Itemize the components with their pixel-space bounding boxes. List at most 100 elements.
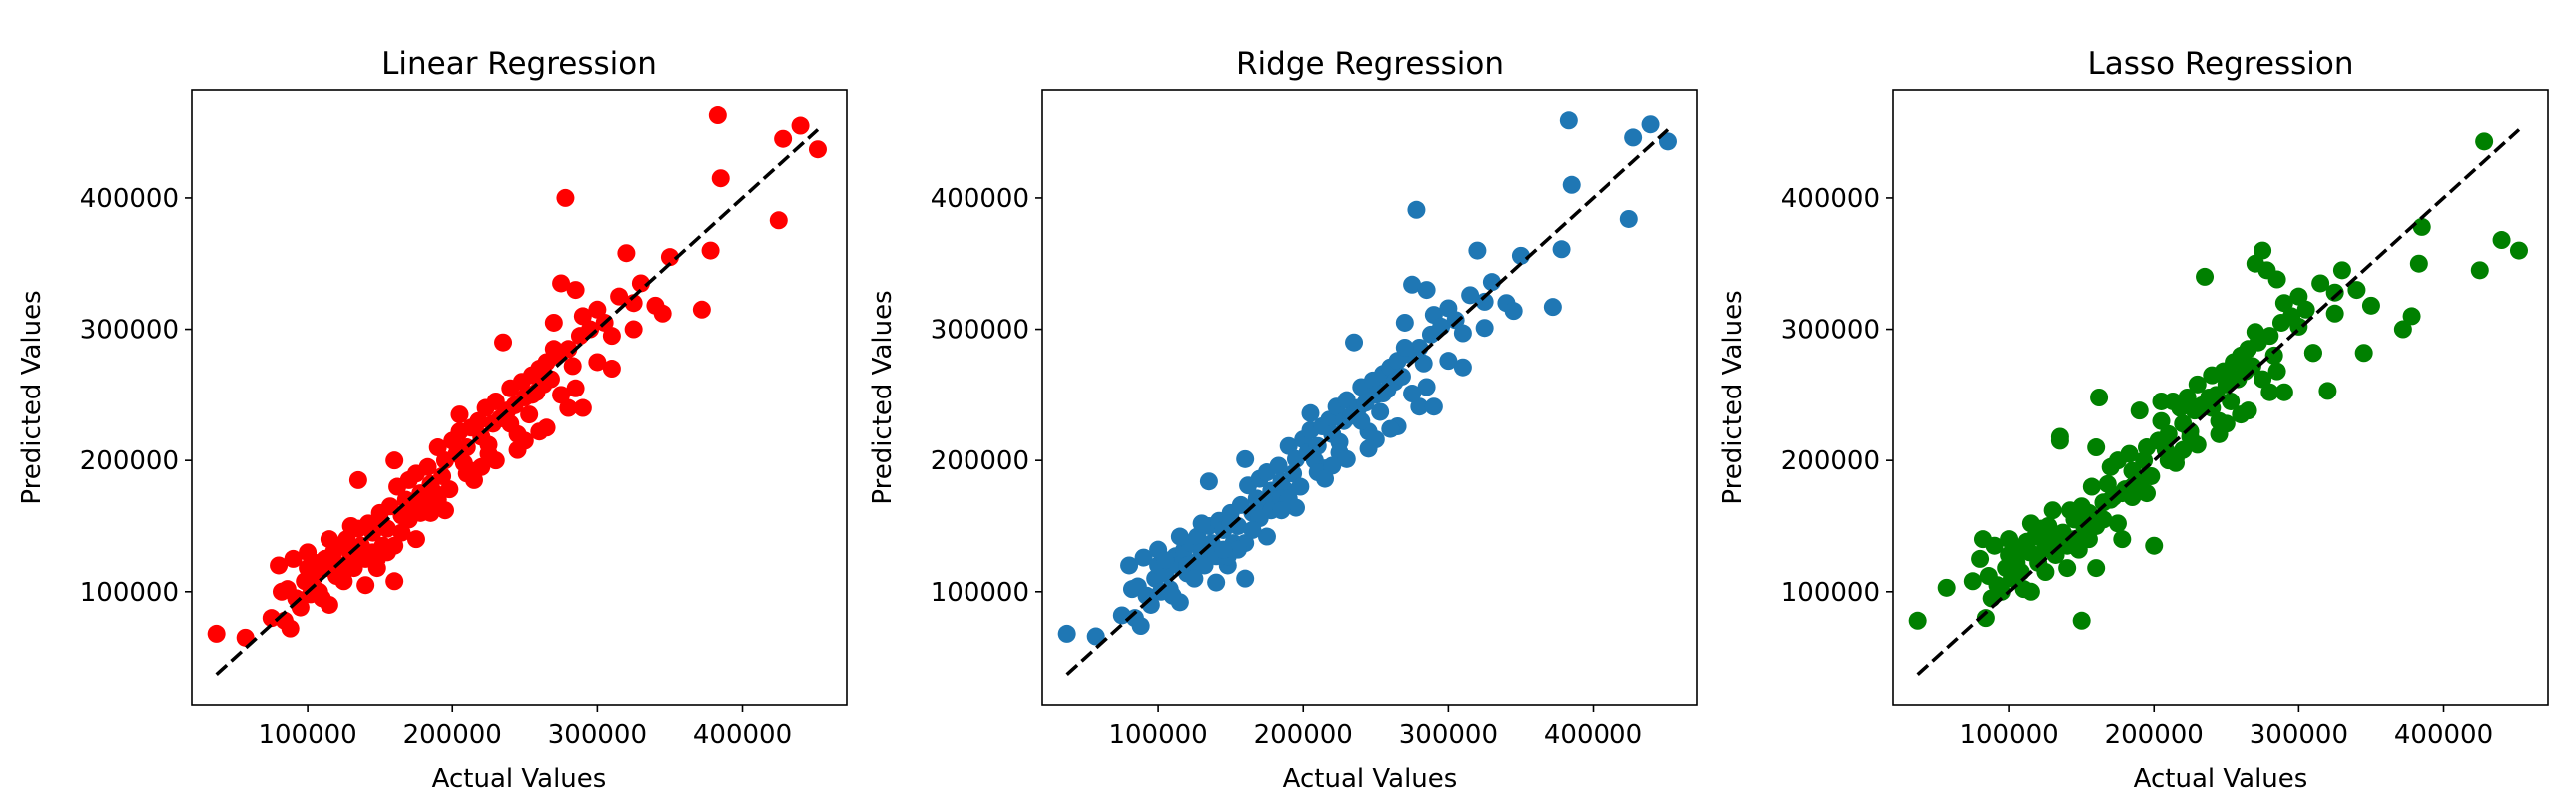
x-tick-label: 100000 bbox=[258, 720, 356, 750]
data-point bbox=[1345, 333, 1364, 352]
data-point bbox=[660, 248, 679, 267]
data-point bbox=[1482, 273, 1501, 292]
data-point bbox=[2130, 401, 2149, 420]
x-tick-label: 400000 bbox=[1544, 720, 1642, 750]
y-tick-label: 400000 bbox=[1781, 184, 1880, 214]
data-point bbox=[1475, 319, 1494, 338]
data-point bbox=[2087, 438, 2106, 457]
plot-title: Ridge Regression bbox=[1236, 46, 1504, 82]
data-point bbox=[1543, 298, 1562, 317]
data-point bbox=[769, 211, 788, 230]
data-point bbox=[1971, 549, 1990, 568]
data-point bbox=[1395, 338, 1414, 357]
data-point bbox=[602, 327, 621, 346]
data-point bbox=[2246, 323, 2264, 342]
data-point bbox=[2409, 254, 2428, 273]
data-point bbox=[2188, 435, 2207, 454]
data-point bbox=[207, 624, 226, 643]
data-point bbox=[711, 169, 730, 188]
data-point bbox=[566, 281, 585, 300]
data-point bbox=[2123, 488, 2142, 507]
x-tick-label: 100000 bbox=[1108, 720, 1207, 750]
data-point bbox=[1279, 436, 1298, 455]
data-point bbox=[1086, 627, 1105, 646]
data-point bbox=[544, 313, 563, 332]
data-point bbox=[1228, 540, 1247, 559]
data-point bbox=[2412, 217, 2431, 236]
data-point bbox=[1131, 617, 1150, 636]
data-point bbox=[1552, 240, 1571, 259]
y-tick-label: 400000 bbox=[80, 184, 179, 214]
x-axis-label: Actual Values bbox=[2134, 764, 2308, 791]
data-point bbox=[573, 398, 592, 417]
data-point bbox=[1908, 611, 1927, 630]
data-point bbox=[2196, 267, 2215, 286]
data-point bbox=[2174, 440, 2193, 459]
data-point bbox=[2267, 362, 2286, 381]
data-point bbox=[2267, 270, 2286, 289]
data-point bbox=[377, 543, 396, 562]
data-point bbox=[1504, 302, 1523, 321]
data-point bbox=[1316, 469, 1335, 488]
data-point bbox=[1286, 498, 1305, 517]
data-point bbox=[1156, 551, 1175, 570]
x-tick-label: 300000 bbox=[2250, 720, 2348, 750]
data-point bbox=[1199, 472, 1218, 491]
data-point bbox=[2082, 477, 2101, 496]
data-point bbox=[1207, 573, 1226, 592]
data-point bbox=[624, 294, 643, 313]
data-point bbox=[1624, 128, 1643, 147]
data-point bbox=[2318, 382, 2337, 400]
data-point bbox=[334, 572, 353, 591]
subplot-ridge: Ridge Regression Actual Values Predicted… bbox=[868, 46, 1698, 791]
data-point bbox=[2347, 281, 2366, 300]
data-point bbox=[1453, 324, 1472, 343]
data-point bbox=[2108, 514, 2127, 533]
data-point bbox=[472, 457, 491, 476]
data-point bbox=[2021, 582, 2040, 601]
y-tick-label: 200000 bbox=[1781, 446, 1880, 476]
data-point bbox=[2225, 370, 2244, 389]
data-point bbox=[1352, 411, 1371, 430]
data-point bbox=[418, 457, 437, 476]
data-point bbox=[1658, 132, 1677, 151]
data-point bbox=[2058, 559, 2077, 578]
data-point bbox=[2113, 530, 2132, 549]
scatter-points bbox=[207, 106, 827, 647]
data-point bbox=[1937, 578, 1956, 597]
data-point bbox=[2325, 304, 2344, 323]
data-point bbox=[1439, 352, 1458, 371]
data-point bbox=[1291, 477, 1310, 496]
y-tick-label: 100000 bbox=[80, 578, 179, 608]
subplot-lasso: Lasso Regression Actual Values Predicted… bbox=[1718, 46, 2549, 791]
data-point bbox=[2072, 497, 2091, 516]
data-point bbox=[544, 340, 563, 359]
data-point bbox=[1301, 403, 1320, 422]
data-point bbox=[1395, 313, 1414, 332]
x-tick-label: 300000 bbox=[548, 720, 647, 750]
data-point bbox=[701, 241, 720, 260]
data-point bbox=[465, 470, 484, 489]
data-point bbox=[1236, 569, 1255, 588]
data-point bbox=[2120, 444, 2139, 463]
data-point bbox=[1407, 200, 1426, 219]
data-point bbox=[1414, 354, 1433, 373]
data-point bbox=[2296, 300, 2315, 319]
data-point bbox=[450, 405, 469, 424]
data-point bbox=[556, 188, 575, 207]
data-point bbox=[530, 422, 549, 441]
data-point bbox=[808, 140, 827, 159]
axes-frame bbox=[1892, 89, 2549, 706]
data-point bbox=[588, 353, 607, 372]
data-point bbox=[2243, 357, 2261, 376]
data-point bbox=[708, 106, 727, 125]
data-point bbox=[508, 440, 527, 459]
data-point bbox=[284, 549, 303, 568]
data-point bbox=[1424, 397, 1443, 416]
data-point bbox=[2167, 453, 2186, 472]
data-point bbox=[1392, 367, 1411, 386]
data-point bbox=[1468, 241, 1487, 260]
y-tick-label: 400000 bbox=[931, 184, 1029, 214]
data-point bbox=[385, 572, 404, 591]
